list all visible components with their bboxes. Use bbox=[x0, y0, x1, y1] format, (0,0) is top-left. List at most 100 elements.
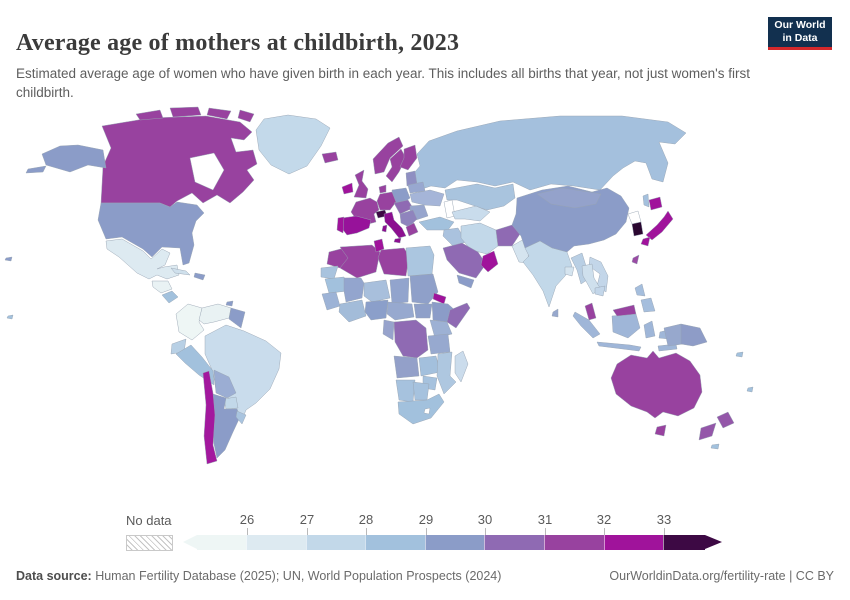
country-taiwan[interactable] bbox=[631, 254, 640, 265]
country-canada-island[interactable] bbox=[237, 109, 255, 123]
legend-bin[interactable] bbox=[305, 535, 366, 550]
legend-bin[interactable] bbox=[663, 535, 705, 550]
owid-logo[interactable]: Our World in Data bbox=[768, 17, 832, 50]
country-russia[interactable] bbox=[407, 115, 687, 191]
country-botswana[interactable] bbox=[412, 381, 430, 401]
country-canada-island[interactable] bbox=[206, 107, 232, 120]
country-new-zealand-north[interactable] bbox=[716, 411, 735, 429]
country-spain[interactable] bbox=[339, 215, 372, 236]
legend-no-data-swatch[interactable] bbox=[126, 535, 173, 551]
country-cuba[interactable] bbox=[170, 267, 191, 276]
country-italy-sicily[interactable] bbox=[393, 237, 402, 244]
country-italy-sardinia[interactable] bbox=[381, 224, 388, 233]
country-hispaniola[interactable] bbox=[193, 272, 206, 281]
country-brazil[interactable] bbox=[204, 324, 282, 421]
footer-license-link[interactable]: OurWorldinData.org/fertility-rate | CC B… bbox=[609, 569, 834, 583]
country-cameroon-car[interactable] bbox=[386, 301, 415, 321]
country-chad[interactable] bbox=[389, 277, 410, 305]
country-guyanas[interactable] bbox=[228, 307, 246, 329]
legend-bin[interactable] bbox=[246, 535, 306, 550]
pacific-island[interactable] bbox=[710, 443, 720, 450]
country-canada-island[interactable] bbox=[169, 106, 202, 118]
country-italy[interactable] bbox=[383, 211, 407, 239]
country-colombia[interactable] bbox=[175, 303, 205, 341]
country-congo-gabon[interactable] bbox=[382, 319, 395, 341]
country-somalia[interactable] bbox=[446, 302, 471, 329]
country-alaska-aleutians[interactable] bbox=[25, 165, 47, 174]
country-sweden[interactable] bbox=[385, 148, 407, 183]
country-malaysia-borneo[interactable] bbox=[612, 304, 637, 317]
country-indonesia-sumatra[interactable] bbox=[572, 311, 601, 339]
legend-bin[interactable] bbox=[484, 535, 545, 550]
country-venezuela[interactable] bbox=[198, 303, 232, 325]
country-iran[interactable] bbox=[460, 222, 499, 255]
country-bangladesh[interactable] bbox=[564, 266, 575, 277]
country-central-asia[interactable] bbox=[451, 205, 491, 222]
country-japan-kyushu[interactable] bbox=[640, 236, 651, 247]
country-namibia[interactable] bbox=[395, 379, 416, 403]
country-mongolia[interactable] bbox=[536, 187, 602, 209]
country-uruguay[interactable] bbox=[235, 410, 247, 425]
country-kenya-uganda[interactable] bbox=[429, 319, 453, 339]
country-philippines-luzon[interactable] bbox=[634, 283, 646, 297]
country-paraguay[interactable] bbox=[223, 396, 239, 410]
legend-bin[interactable] bbox=[424, 535, 485, 550]
country-cambodia[interactable] bbox=[594, 285, 606, 297]
country-japan-honshu[interactable] bbox=[645, 210, 674, 241]
country-australia[interactable] bbox=[610, 350, 703, 419]
country-indonesia-papua[interactable] bbox=[663, 323, 684, 347]
country-malaysia[interactable] bbox=[584, 302, 597, 321]
country-greenland[interactable] bbox=[255, 114, 331, 175]
country-central-america[interactable] bbox=[151, 280, 173, 294]
country-bolivia[interactable] bbox=[213, 369, 237, 399]
country-alaska[interactable] bbox=[41, 144, 107, 173]
country-turkey[interactable] bbox=[418, 216, 455, 231]
country-indonesia-borneo[interactable] bbox=[611, 313, 641, 339]
country-ireland[interactable] bbox=[341, 182, 354, 195]
country-zambia[interactable] bbox=[418, 355, 441, 377]
legend-bin[interactable] bbox=[603, 535, 664, 550]
country-afghanistan[interactable] bbox=[495, 224, 521, 247]
country-denmark[interactable] bbox=[378, 184, 387, 194]
country-tasmania[interactable] bbox=[654, 424, 667, 437]
country-nigeria[interactable] bbox=[364, 299, 389, 321]
country-greece[interactable] bbox=[405, 222, 419, 237]
country-china[interactable] bbox=[511, 185, 630, 253]
country-libya[interactable] bbox=[377, 247, 410, 277]
country-balkans[interactable] bbox=[399, 209, 418, 228]
country-canada-island[interactable] bbox=[135, 109, 164, 121]
country-madagascar[interactable] bbox=[454, 350, 469, 383]
country-finland[interactable] bbox=[399, 144, 418, 171]
pacific-island[interactable] bbox=[6, 314, 14, 320]
country-egypt[interactable] bbox=[405, 245, 435, 277]
country-western-sahara[interactable] bbox=[320, 265, 339, 280]
country-panama-costa-rica[interactable] bbox=[161, 290, 179, 304]
pacific-island[interactable] bbox=[735, 351, 744, 358]
country-kazakhstan[interactable] bbox=[444, 183, 516, 211]
country-sakhalin[interactable] bbox=[642, 193, 650, 208]
country-usa[interactable] bbox=[97, 201, 205, 266]
country-indonesia-java[interactable] bbox=[596, 341, 642, 352]
country-new-zealand-south[interactable] bbox=[698, 422, 717, 441]
country-tunisia[interactable] bbox=[373, 238, 385, 253]
country-saudi-arabia[interactable] bbox=[442, 242, 487, 279]
country-west-africa-coast[interactable] bbox=[338, 299, 367, 323]
country-germany[interactable] bbox=[376, 191, 397, 211]
country-senegal-guinea[interactable] bbox=[321, 291, 341, 311]
country-trinidad[interactable] bbox=[225, 300, 234, 307]
country-niger[interactable] bbox=[363, 279, 391, 303]
country-canada[interactable] bbox=[100, 115, 258, 208]
country-angola[interactable] bbox=[393, 355, 420, 379]
country-india[interactable] bbox=[522, 240, 573, 308]
legend-bin[interactable] bbox=[197, 535, 247, 550]
country-iceland[interactable] bbox=[321, 151, 339, 164]
country-yemen[interactable] bbox=[456, 274, 475, 289]
country-uk[interactable] bbox=[353, 169, 369, 199]
country-indonesia-sulawesi[interactable] bbox=[643, 320, 656, 339]
country-south-korea[interactable] bbox=[631, 221, 644, 237]
country-mozambique[interactable] bbox=[436, 351, 457, 395]
country-algeria[interactable] bbox=[339, 244, 381, 279]
country-mali[interactable] bbox=[343, 277, 365, 303]
country-dr-congo[interactable] bbox=[393, 319, 429, 359]
country-portugal[interactable] bbox=[336, 216, 345, 234]
